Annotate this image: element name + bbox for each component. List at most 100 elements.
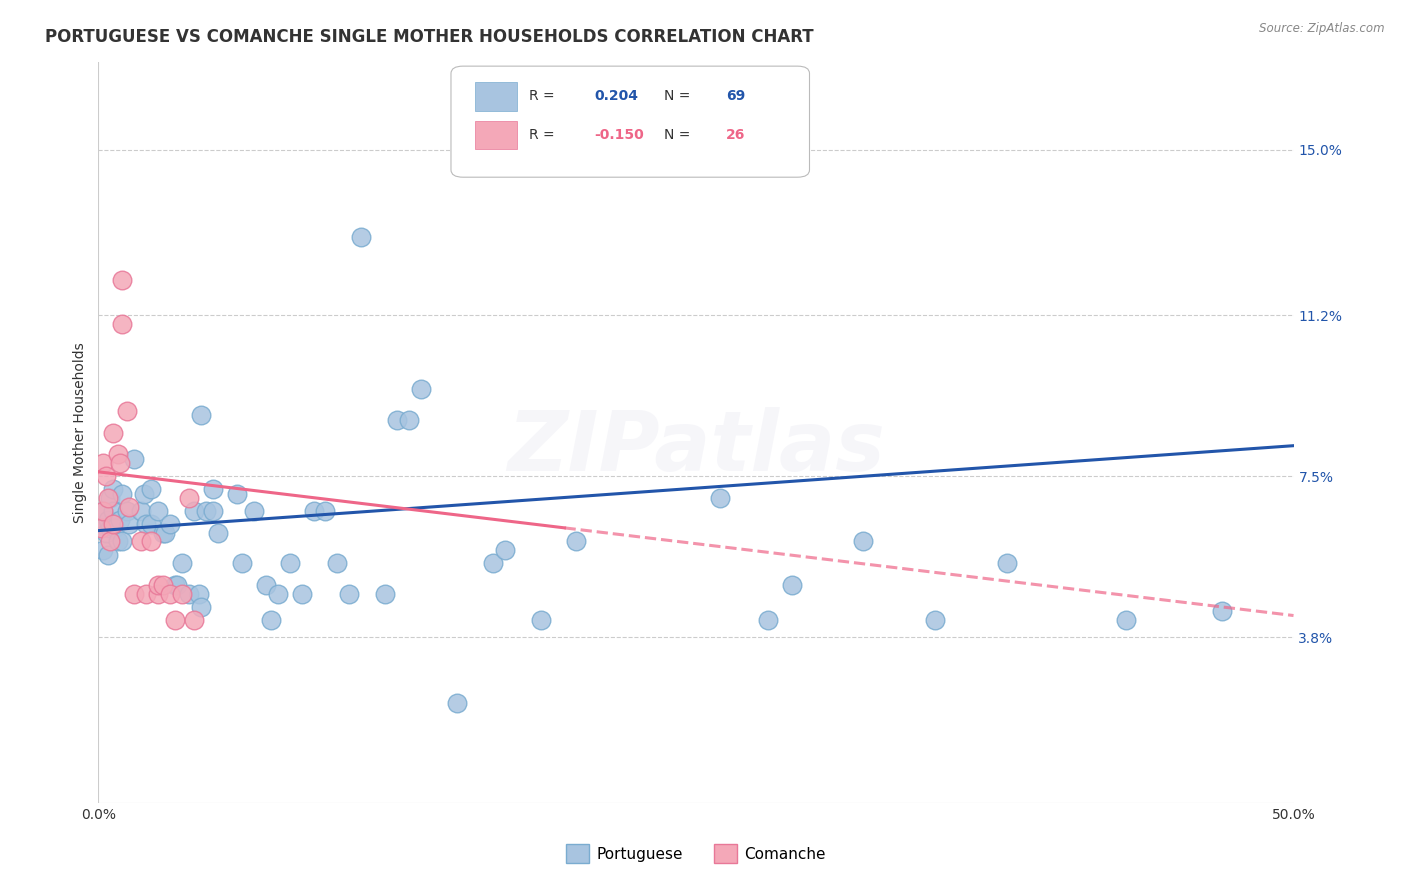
Point	[565, 534, 588, 549]
Y-axis label: Single Mother Households: Single Mother Households	[73, 343, 87, 523]
Point	[179, 491, 201, 505]
Text: -0.150: -0.150	[595, 128, 644, 142]
Text: Source: ZipAtlas.com: Source: ZipAtlas.com	[1260, 22, 1385, 36]
Point	[91, 456, 114, 470]
Point	[190, 599, 212, 614]
Point	[118, 517, 141, 532]
Point	[108, 456, 131, 470]
Point	[315, 504, 337, 518]
Point	[481, 556, 505, 570]
Point	[385, 412, 409, 426]
Text: N =: N =	[664, 128, 695, 142]
Point	[155, 525, 177, 540]
Point	[202, 482, 225, 496]
Point	[207, 525, 229, 540]
Point	[101, 482, 124, 496]
Point	[411, 382, 433, 396]
Point	[90, 521, 112, 535]
Point	[91, 543, 114, 558]
Point	[202, 504, 225, 518]
Legend: Portuguese, Comanche: Portuguese, Comanche	[560, 838, 832, 869]
Point	[124, 587, 146, 601]
Point	[91, 504, 114, 518]
Point	[278, 556, 301, 570]
Point	[159, 587, 181, 601]
Point	[148, 578, 170, 592]
Point	[139, 534, 162, 549]
Point	[107, 534, 129, 549]
Point	[259, 613, 281, 627]
Point	[1115, 613, 1137, 627]
Point	[374, 587, 396, 601]
Point	[104, 521, 127, 535]
Point	[267, 587, 290, 601]
FancyBboxPatch shape	[451, 66, 810, 178]
Text: 69: 69	[725, 89, 745, 103]
Point	[190, 408, 212, 422]
Point	[179, 587, 201, 601]
Point	[231, 556, 253, 570]
Point	[756, 613, 779, 627]
Point	[780, 578, 803, 592]
Text: R =: R =	[529, 89, 558, 103]
Text: ZIPatlas: ZIPatlas	[508, 407, 884, 488]
Point	[1211, 604, 1233, 618]
Point	[709, 491, 731, 505]
Point	[852, 534, 875, 549]
Point	[183, 504, 205, 518]
Point	[108, 513, 131, 527]
Point	[97, 548, 120, 562]
Point	[97, 491, 120, 505]
Point	[115, 404, 138, 418]
Point	[398, 412, 420, 426]
Point	[302, 504, 325, 518]
Point	[172, 587, 194, 601]
Point	[148, 587, 170, 601]
Point	[187, 587, 209, 601]
Point	[131, 504, 153, 518]
Point	[135, 587, 157, 601]
Text: 26: 26	[725, 128, 745, 142]
Point	[139, 517, 162, 532]
Point	[195, 504, 218, 518]
Point	[97, 513, 120, 527]
Point	[243, 504, 266, 518]
Point	[118, 500, 141, 514]
Point	[530, 613, 553, 627]
Point	[152, 578, 174, 592]
Point	[111, 317, 134, 331]
Point	[163, 578, 186, 592]
Point	[91, 504, 114, 518]
Point	[135, 517, 157, 532]
Point	[494, 543, 516, 558]
Point	[183, 613, 205, 627]
Point	[291, 587, 314, 601]
Point	[159, 517, 181, 532]
Point	[152, 525, 174, 540]
Point	[94, 525, 117, 540]
Point	[254, 578, 277, 592]
Point	[326, 556, 349, 570]
Point	[163, 613, 186, 627]
Text: R =: R =	[529, 128, 558, 142]
Point	[98, 521, 122, 535]
Point	[446, 696, 468, 710]
Text: N =: N =	[664, 89, 695, 103]
Text: PORTUGUESE VS COMANCHE SINGLE MOTHER HOUSEHOLDS CORRELATION CHART: PORTUGUESE VS COMANCHE SINGLE MOTHER HOU…	[45, 28, 813, 45]
Point	[131, 534, 153, 549]
Point	[94, 469, 117, 483]
Point	[101, 425, 124, 440]
Point	[924, 613, 946, 627]
Point	[98, 491, 122, 505]
Point	[101, 504, 124, 518]
Point	[166, 578, 188, 592]
Point	[107, 447, 129, 461]
Point	[111, 486, 134, 500]
Point	[111, 534, 134, 549]
Point	[132, 486, 155, 500]
Point	[111, 273, 134, 287]
Point	[148, 504, 170, 518]
Point	[115, 504, 138, 518]
Point	[226, 486, 249, 500]
FancyBboxPatch shape	[475, 82, 517, 111]
